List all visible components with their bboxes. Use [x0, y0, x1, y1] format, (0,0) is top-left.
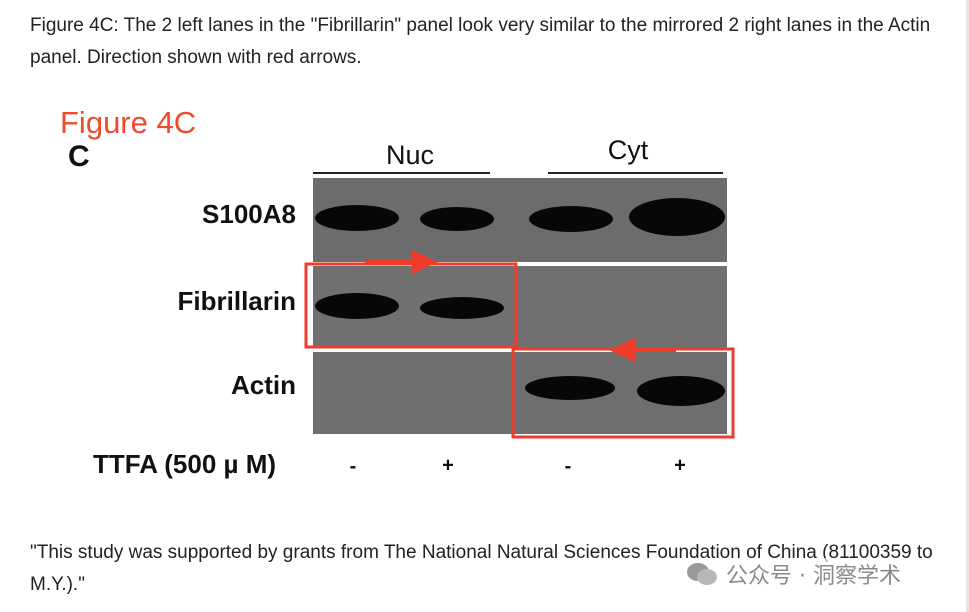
funding-paragraph: "This study was supported by grants from… [30, 542, 933, 595]
panel-letter: C [68, 140, 90, 173]
bands [315, 198, 725, 406]
treatment-sign: + [442, 454, 454, 476]
figure-label: Figure 4C [60, 105, 196, 140]
treatment-sign: - [565, 455, 572, 477]
arrow-head [609, 338, 635, 362]
treatment-sign: - [350, 455, 357, 477]
watermark-icon [687, 563, 717, 585]
row-label: Fibrillarin [178, 286, 296, 316]
row-label: S100A8 [202, 199, 296, 229]
treatment-sign: + [674, 454, 686, 476]
group-label: Nuc [386, 140, 434, 170]
treatment-label: TTFA (500 µ M) [93, 449, 276, 479]
caption-paragraph: Figure 4C: The 2 left lanes in the "Fibr… [30, 15, 931, 68]
group-label: Cyt [608, 135, 649, 165]
arrow-head [412, 250, 438, 274]
row-label: Actin [231, 370, 296, 400]
watermark: 公众号 · 洞察学术 [686, 558, 901, 590]
scroll-edge [966, 0, 969, 612]
watermark-text: 公众号 · 洞察学术 [726, 564, 901, 589]
